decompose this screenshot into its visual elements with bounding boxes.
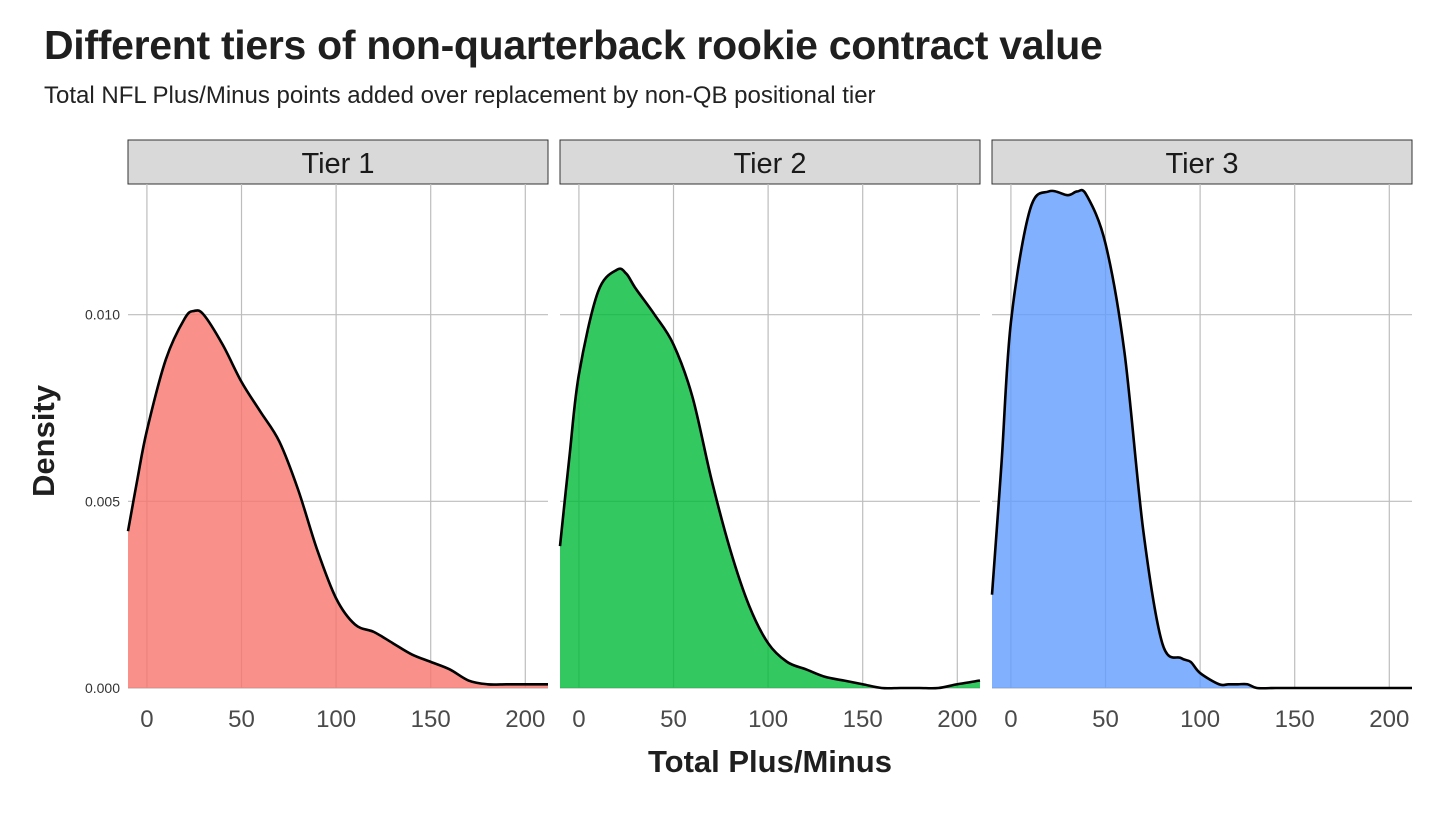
y-axis-title: Density (26, 384, 61, 497)
facet-strip-label: Tier 3 (1165, 148, 1238, 180)
chart-subtitle: Total NFL Plus/Minus points added over r… (44, 82, 876, 109)
x-tick-label: 100 (748, 706, 788, 733)
x-tick-label: 0 (1004, 706, 1017, 733)
x-tick-label: 200 (1369, 706, 1409, 733)
x-tick-label: 150 (1275, 706, 1315, 733)
density-area-2 (560, 268, 980, 689)
x-tick-label: 0 (572, 706, 585, 733)
chart-title: Different tiers of non-quarterback rooki… (44, 22, 1103, 68)
density-area-3 (992, 190, 1412, 689)
y-tick-label: 0.000 (85, 680, 120, 696)
x-tick-label: 150 (843, 706, 883, 733)
x-tick-label: 50 (660, 706, 687, 733)
density-line-3 (990, 188, 1412, 690)
x-tick-label: 0 (140, 706, 153, 733)
y-tick-label: 0.005 (85, 493, 120, 509)
facet-panel-3: Tier 3 0 50 100 150 200 (990, 139, 1413, 733)
x-tick-label: 100 (316, 706, 356, 733)
facet-strip-label: Tier 1 (301, 148, 374, 180)
facet-strip (127, 139, 549, 185)
density-line-1 (126, 309, 548, 686)
x-tick-label: 100 (1180, 706, 1220, 733)
y-tick-label: 0.010 (85, 307, 120, 323)
x-tick-label: 150 (411, 706, 451, 733)
density-line-2 (558, 267, 981, 690)
facet-strip (991, 139, 1413, 185)
x-axis-title: Total Plus/Minus (648, 744, 892, 779)
x-tick-label: 50 (1092, 706, 1119, 733)
facet-strip (559, 139, 981, 185)
x-tick-label: 50 (228, 706, 255, 733)
x-tick-label: 200 (505, 706, 545, 733)
x-tick-label: 200 (937, 706, 977, 733)
facet-panel-1: Tier 1 0 50 100 150 200 (126, 139, 549, 733)
density-area-1 (128, 310, 548, 688)
facet-strip-label: Tier 2 (733, 148, 806, 180)
facet-panel-2: Tier 2 0 50 100 150 200 (558, 139, 981, 733)
